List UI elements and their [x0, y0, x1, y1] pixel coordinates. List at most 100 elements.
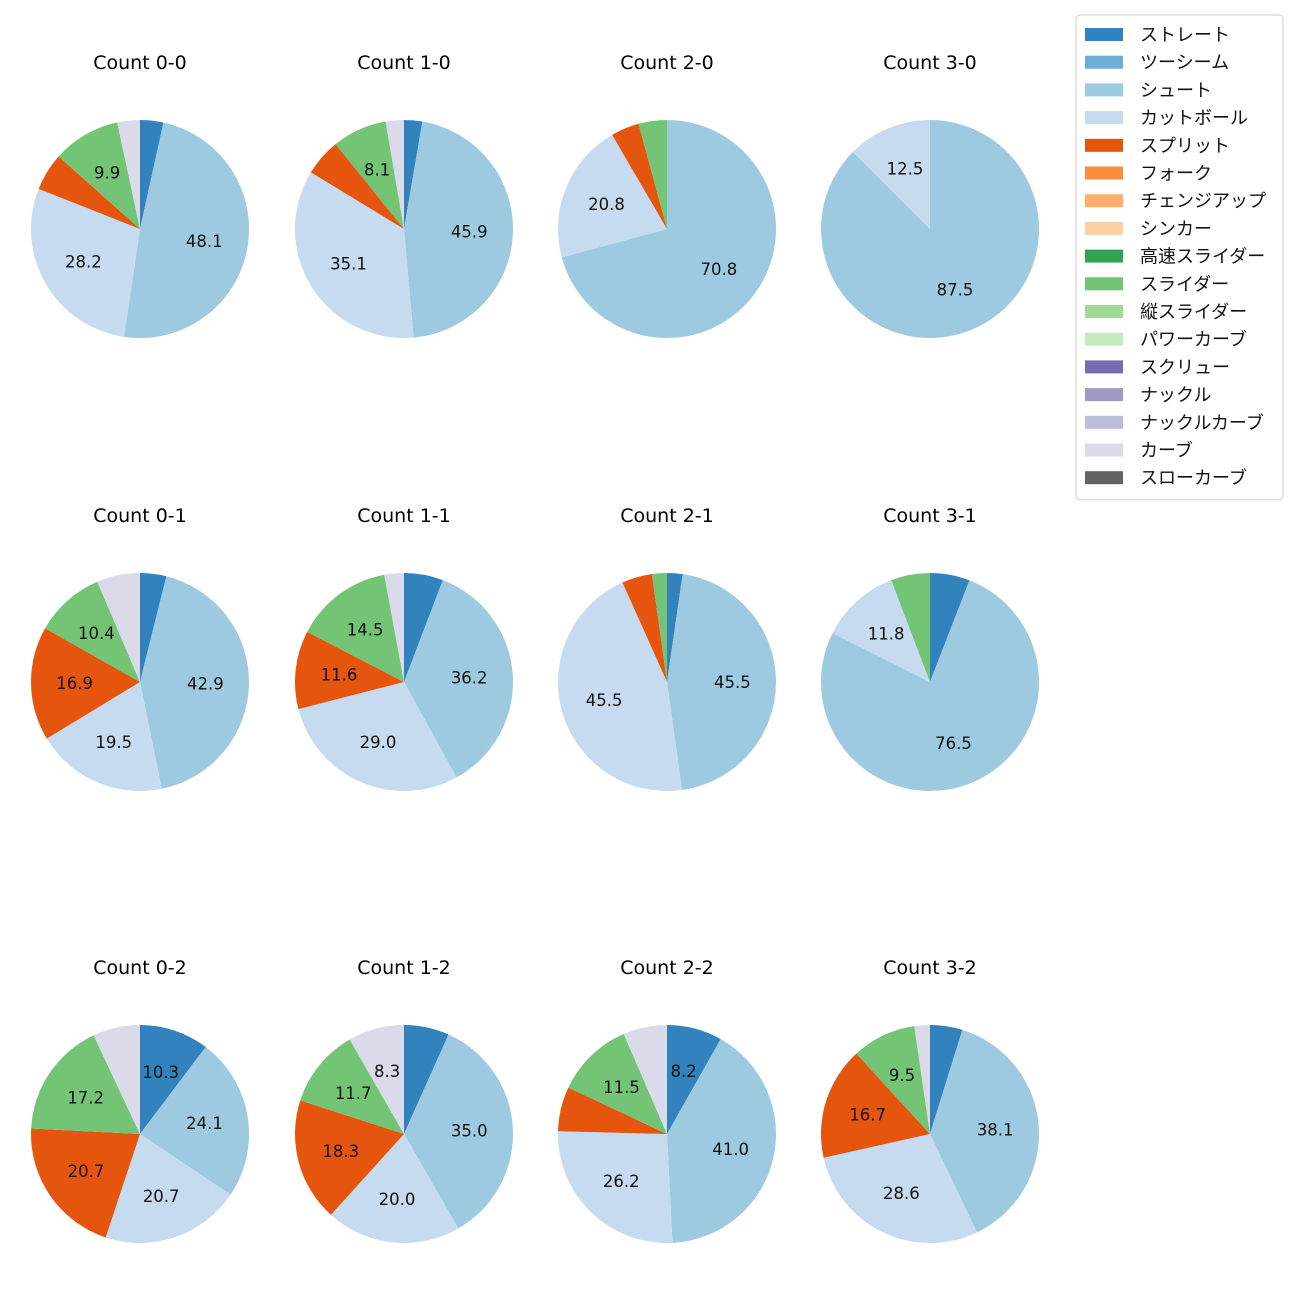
pie-slice [45, 581, 140, 682]
pie-count-3-2: Count 3-2 38.1 28.6 16.7 9.5 [821, 957, 1039, 1243]
pie-slice [58, 122, 140, 229]
pie-slice [384, 573, 404, 682]
legend-swatch [1085, 277, 1123, 291]
pie-slice [335, 121, 404, 229]
legend-label: チェンジアップ [1140, 191, 1266, 212]
pie-slice [30, 188, 140, 337]
pie-slice [667, 1039, 776, 1243]
legend-swatch [1085, 166, 1123, 180]
legend-label: スクリュー [1140, 357, 1230, 378]
pie-count-2-1: Count 2-1 45.5 45.5 [558, 505, 776, 791]
pie-slice [140, 1025, 206, 1134]
slice-label: 36.2 [451, 669, 488, 688]
pie-slice [105, 1134, 231, 1243]
slice-label: 11.6 [321, 666, 358, 685]
legend-swatch [1085, 138, 1123, 152]
legend-item: ナックルカーブ [1085, 412, 1264, 434]
slice-label: 35.0 [451, 1122, 488, 1141]
legend-label: フォーク [1140, 164, 1212, 185]
legend-swatch [1085, 471, 1123, 485]
slice-label: 9.9 [94, 164, 120, 183]
slice-label: 41.0 [712, 1140, 749, 1159]
pie-count-0-0: Count 0-0 48.1 28.2 9.9 [30, 52, 250, 339]
pie-slice [140, 576, 249, 789]
pie-slice [832, 580, 930, 682]
pie-slice [38, 156, 140, 229]
legend: ストレートツーシームシュートカットボールスプリットフォークチェンジアップシンカー… [1075, 14, 1284, 501]
slice-label: 16.9 [56, 674, 93, 693]
pie-title: Count 1-2 [357, 957, 451, 979]
legend-swatch [1085, 194, 1123, 208]
legend-label: スローカーブ [1140, 467, 1247, 489]
legend-item: ツーシーム [1085, 53, 1229, 74]
pie-slice [557, 1131, 673, 1243]
legend-swatch [1085, 443, 1123, 457]
pie-slice [294, 1100, 404, 1215]
legend-item: ナックル [1085, 385, 1211, 406]
slice-label: 14.5 [347, 621, 384, 640]
legend-swatch [1085, 305, 1123, 318]
slice-label: 12.5 [887, 160, 924, 179]
pie-slice [930, 1025, 963, 1134]
legend-item: スプリット [1085, 136, 1230, 157]
legend-swatch [1085, 415, 1123, 429]
legend-item: チェンジアップ [1085, 191, 1266, 212]
pie-slice [821, 1053, 930, 1158]
legend-swatch [1085, 249, 1123, 263]
legend-item: スクリュー [1085, 357, 1230, 378]
legend-swatch [1085, 111, 1123, 125]
pie-count-1-2: Count 1-2 35.0 20.0 18.3 11.78.3 [294, 957, 513, 1243]
pie-slice [558, 582, 683, 791]
pie-slice [821, 120, 1040, 338]
pie-slice [930, 1029, 1039, 1233]
pie-slice [561, 120, 776, 338]
slice-label: 45.5 [714, 673, 751, 692]
pie-slice [117, 120, 140, 229]
legend-label: カットボール [1140, 108, 1248, 129]
pie-slice [557, 134, 667, 258]
legend-label: 高速スライダー [1140, 247, 1265, 268]
legend-swatch [1085, 28, 1123, 41]
pie-slice [97, 573, 140, 682]
pie-count-0-1: Count 0-1 42.9 19.5 16.9 10.4 [30, 505, 249, 791]
slice-label: 28.2 [65, 253, 102, 272]
legend-item: シュート [1085, 80, 1212, 101]
slice-label: 20.8 [588, 195, 625, 214]
slice-label: 11.7 [335, 1084, 372, 1103]
pie-slice [558, 1087, 667, 1134]
legend-item: カットボール [1085, 108, 1248, 129]
pie-slice [623, 1025, 667, 1134]
pie-slice [638, 119, 667, 229]
slice-label: 28.6 [883, 1184, 920, 1203]
pie-slice [310, 144, 404, 229]
pie-slice [568, 1033, 667, 1134]
slice-label: 8.1 [364, 160, 390, 179]
legend-swatch [1085, 55, 1123, 69]
slice-label: 11.5 [603, 1078, 640, 1097]
pie-slice [404, 1025, 449, 1134]
slice-label: 11.8 [868, 625, 905, 644]
pie-title: Count 1-0 [357, 52, 451, 74]
pie-slice [930, 573, 970, 682]
slice-label: 20.7 [143, 1187, 180, 1206]
pie-count-1-1: Count 1-1 36.2 29.0 11.6 14.5 [294, 505, 514, 792]
pie-slice [385, 120, 404, 229]
slice-label: 48.1 [186, 232, 223, 251]
pie-count-2-2: Count 2-2 8.2 41.0 26.2 11.5 [557, 957, 776, 1243]
legend-label: 縦スライダー [1140, 302, 1247, 323]
pie-count-0-2: Count 0-2 10.3 24.1 20.7 20.7 17.2 [31, 957, 249, 1243]
pie-slice [856, 1026, 930, 1134]
legend-swatch [1085, 388, 1123, 402]
slice-label: 8.3 [374, 1062, 400, 1081]
slice-label: 17.2 [67, 1089, 104, 1108]
pie-count-3-1: Count 3-1 76.5 11.8 [821, 505, 1040, 791]
pie-title: Count 0-0 [93, 52, 187, 74]
pie-slice [667, 574, 776, 790]
pie-slice [823, 1134, 978, 1243]
slice-label: 9.5 [889, 1066, 915, 1085]
legend-item: ストレート [1085, 25, 1230, 46]
pie-slice [140, 573, 167, 682]
pie-slice [891, 573, 930, 682]
slice-label: 45.5 [586, 691, 623, 710]
slice-label: 42.9 [187, 674, 224, 693]
